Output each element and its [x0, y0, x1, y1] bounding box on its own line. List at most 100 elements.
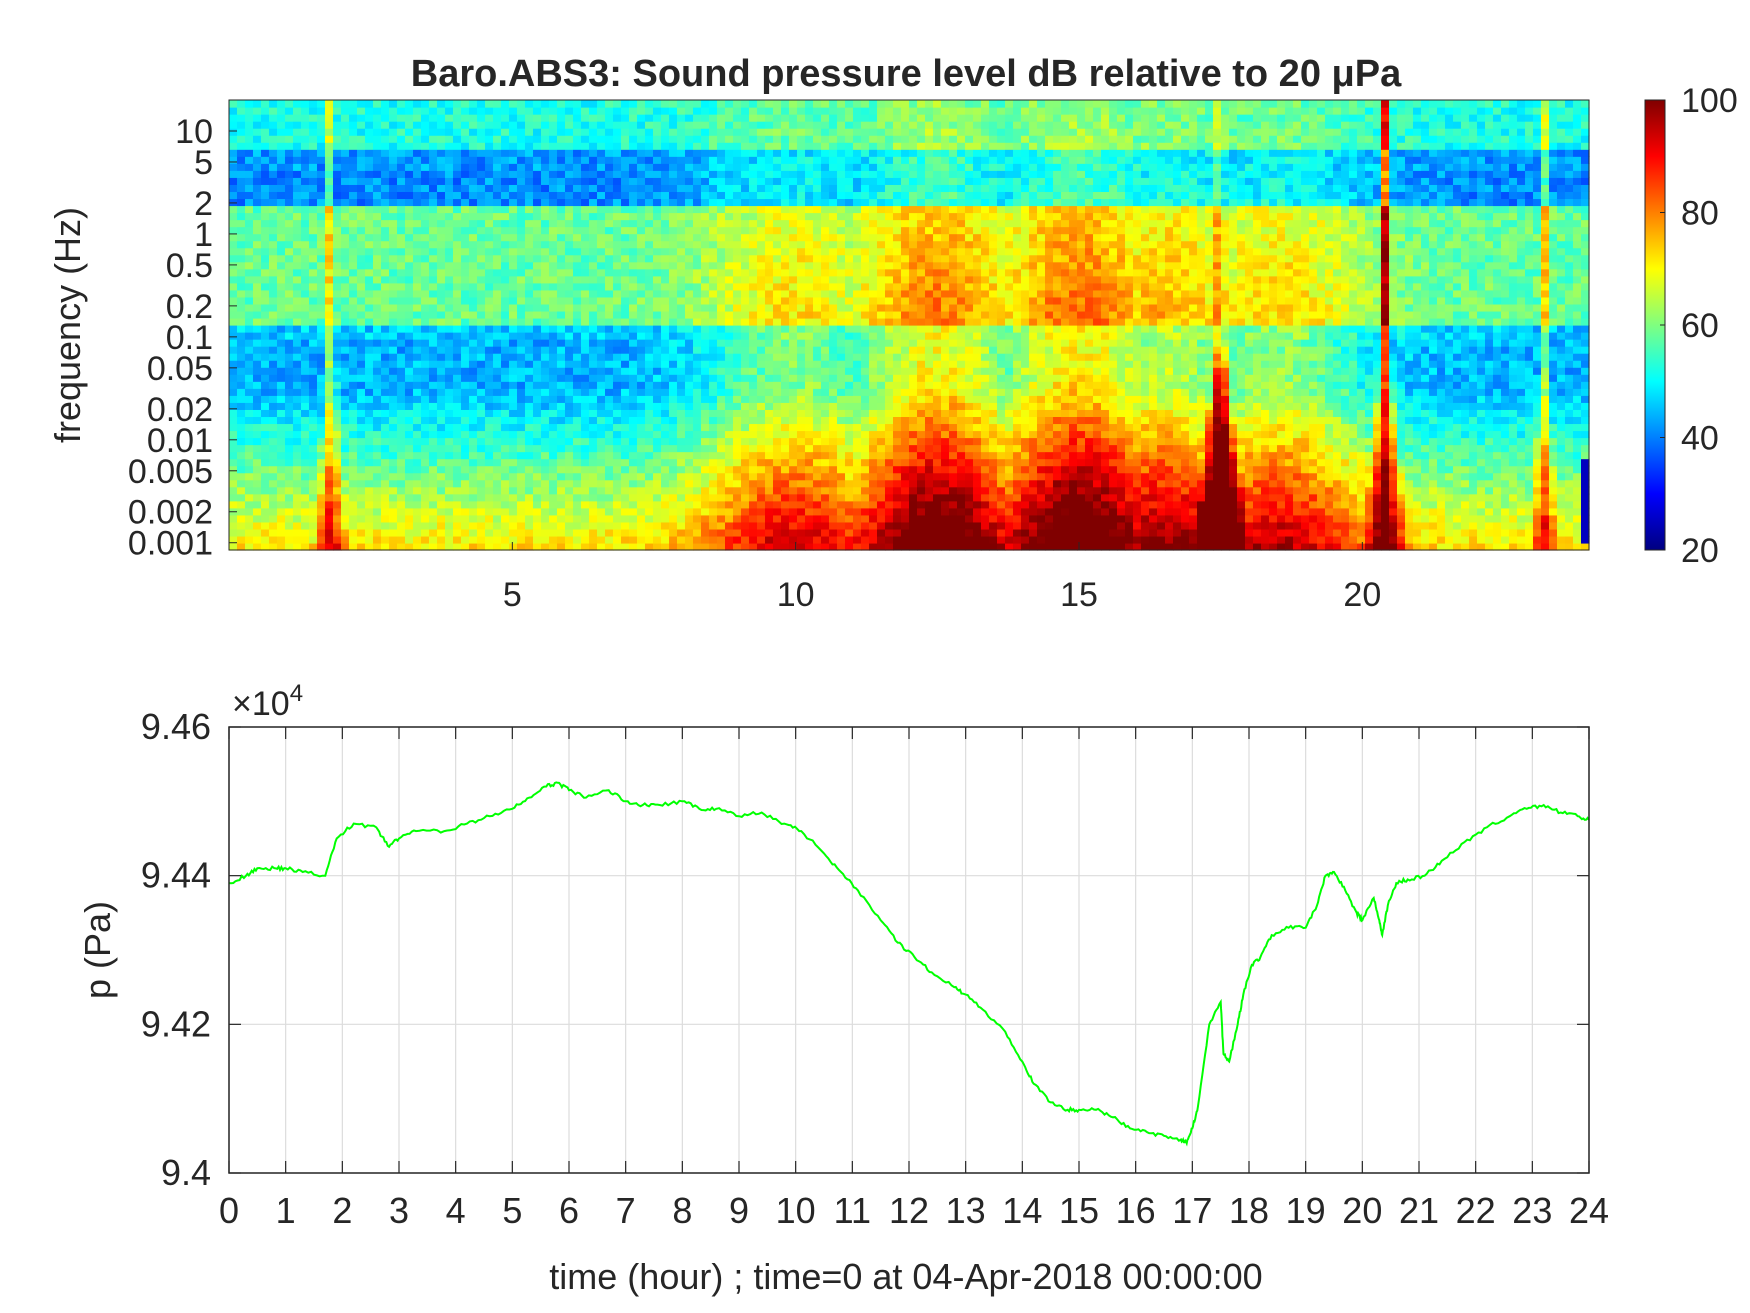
spectrogram-cell: [381, 416, 390, 425]
spectrogram-cell: [277, 381, 286, 389]
spectrogram-cell: [325, 374, 334, 382]
spectrogram-cell: [469, 325, 478, 333]
spectrogram-cell: [789, 128, 798, 136]
spectrogram-cell: [637, 388, 646, 396]
spectrogram-cell: [677, 233, 686, 242]
spectrogram-cell: [397, 163, 406, 171]
spectrogram-cell: [613, 261, 622, 270]
spectrogram-cell: [445, 374, 454, 382]
spectrogram-cell: [293, 212, 302, 221]
spectrogram-cell: [549, 437, 558, 446]
spectrogram-cell: [781, 507, 790, 516]
spectrogram-cell: [437, 472, 446, 481]
spectrogram-cell: [237, 100, 246, 108]
spectrogram-cell: [549, 303, 558, 312]
spectrogram-cell: [421, 528, 430, 537]
spectrogram-cell: [757, 198, 766, 207]
spectrogram-cell: [229, 240, 238, 249]
spectrogram-cell: [669, 514, 678, 523]
spectrogram-cell: [573, 128, 582, 136]
spectrogram-cell: [549, 339, 558, 347]
spectrogram-cell: [397, 535, 406, 544]
spectrogram-cell: [605, 381, 614, 389]
spectrogram-cell: [557, 198, 566, 207]
spectrogram-cell: [677, 388, 686, 396]
spectrogram-cell: [669, 500, 678, 509]
spectrogram-cell: [237, 149, 246, 157]
spectrogram-cell: [453, 156, 462, 164]
spectrogram-cell: [469, 128, 478, 136]
spectrogram-cell: [509, 247, 518, 256]
spectrogram-cell: [693, 346, 702, 354]
spectrogram-cell: [629, 268, 638, 277]
spectrogram-cell: [541, 451, 550, 460]
spectrogram-cell: [285, 247, 294, 256]
spectrogram-cell: [637, 353, 646, 361]
spectrogram-cell: [629, 184, 638, 193]
spectrogram-cell: [781, 444, 790, 453]
spectrogram-cell: [429, 275, 438, 284]
spectrogram-cell: [637, 339, 646, 347]
spectrogram-cell: [493, 409, 502, 418]
spectrogram-cell: [693, 395, 702, 403]
spectrogram-cell: [461, 177, 470, 185]
spectrogram-cell: [613, 310, 622, 319]
spectrogram-cell: [845, 282, 854, 291]
spectrogram-cell: [501, 303, 510, 312]
spectrogram-cell: [413, 261, 422, 270]
spectrogram-cell: [581, 275, 590, 284]
spectrogram-cell: [845, 381, 854, 389]
spectrogram-cell: [333, 360, 342, 368]
spectrogram-cell: [749, 479, 758, 488]
spectrogram-cell: [557, 128, 566, 136]
spectrogram-cell: [613, 205, 622, 214]
spectrogram-cell: [261, 402, 270, 410]
spectrogram-cell: [709, 360, 718, 368]
spectrogram-cell: [485, 191, 494, 200]
spectrogram-cell: [469, 247, 478, 256]
spectrogram-cell: [525, 346, 534, 354]
spectrogram-cell: [293, 367, 302, 375]
spectrogram-cell: [685, 332, 694, 340]
spectrogram-cell: [693, 507, 702, 516]
spectrogram-cell: [333, 310, 342, 319]
spectrogram-cell: [533, 149, 542, 157]
spectrogram-cell: [749, 240, 758, 249]
spectrogram-cell: [253, 149, 262, 157]
spectrogram-cell: [301, 500, 310, 509]
spectrogram-cell: [613, 282, 622, 291]
spectrogram-cell: [541, 184, 550, 193]
spectrogram-cell: [549, 493, 558, 502]
spectrogram-cell: [477, 100, 486, 108]
spectrogram-cell: [533, 205, 542, 214]
spectrogram-cell: [469, 142, 478, 150]
spectrogram-cell: [317, 198, 326, 207]
spectrogram-cell: [765, 100, 774, 108]
spectrogram-cell: [597, 486, 606, 495]
spectrogram-cell: [653, 100, 662, 108]
spectrogram-cell: [741, 500, 750, 509]
spectrogram-cell: [477, 128, 486, 136]
spectrogram-cell: [253, 507, 262, 516]
spectrogram-cell: [533, 114, 542, 122]
spectrogram-cell: [581, 191, 590, 200]
spectrogram-cell: [637, 191, 646, 200]
spectrogram-cell: [397, 514, 406, 523]
spectrogram-cell: [717, 402, 726, 410]
spectrogram-cell: [821, 395, 830, 403]
spectrogram-cell: [413, 212, 422, 221]
spectrogram-cell: [661, 346, 670, 354]
spectrogram-cell: [669, 268, 678, 277]
spectrogram-cell: [773, 381, 782, 389]
spectrogram-cell: [325, 423, 334, 432]
spectrogram-cell: [621, 430, 630, 439]
spectrogram-cell: [541, 437, 550, 446]
spectrogram-cell: [653, 346, 662, 354]
spectrogram-cell: [669, 360, 678, 368]
spectrogram-cell: [573, 402, 582, 410]
spectrogram-cell: [373, 240, 382, 249]
spectrogram-cell: [669, 100, 678, 108]
spectrogram-cell: [725, 310, 734, 319]
spectrogram-cell: [381, 353, 390, 361]
spectrogram-cell: [677, 240, 686, 249]
